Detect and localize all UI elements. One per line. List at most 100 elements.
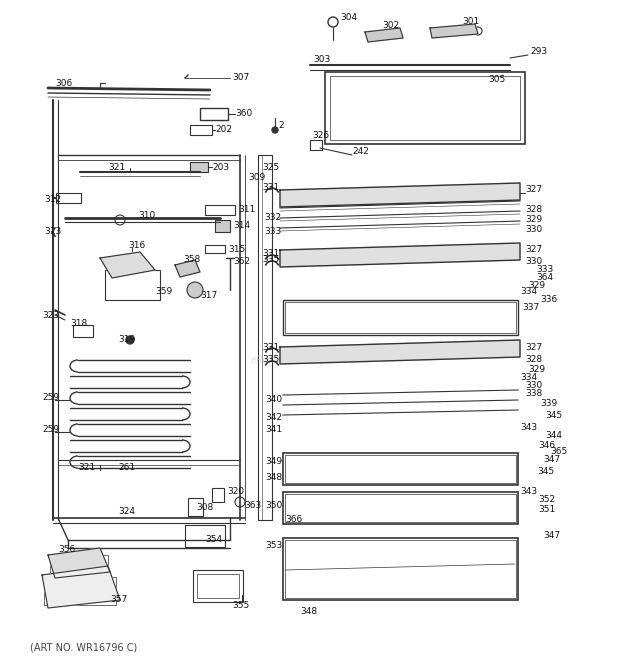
Text: 340: 340 — [265, 395, 282, 405]
Text: 329: 329 — [528, 366, 545, 375]
Text: 344: 344 — [545, 430, 562, 440]
Text: 331: 331 — [262, 249, 279, 258]
Text: 330: 330 — [525, 225, 542, 235]
Text: 343: 343 — [520, 488, 537, 496]
Text: 321: 321 — [108, 163, 125, 173]
Text: 358: 358 — [183, 256, 200, 264]
Text: 317: 317 — [200, 290, 217, 299]
Text: 332: 332 — [264, 214, 281, 223]
Text: 330: 330 — [525, 258, 542, 266]
Text: 314: 314 — [233, 221, 250, 231]
Bar — [215, 220, 230, 232]
Text: 348: 348 — [300, 607, 317, 617]
Text: 203: 203 — [212, 163, 229, 171]
Text: 348: 348 — [265, 473, 282, 483]
Text: 307: 307 — [232, 73, 249, 83]
Text: 318: 318 — [70, 319, 87, 327]
Text: 259: 259 — [42, 426, 59, 434]
Text: 331: 331 — [262, 342, 279, 352]
Text: 321: 321 — [78, 463, 95, 471]
Text: 351: 351 — [538, 506, 556, 514]
Bar — [285, 494, 516, 522]
Bar — [190, 125, 212, 135]
Polygon shape — [280, 183, 520, 207]
Polygon shape — [42, 566, 120, 608]
Circle shape — [187, 282, 203, 298]
Polygon shape — [430, 24, 478, 38]
Bar — [205, 205, 235, 215]
Polygon shape — [48, 548, 110, 578]
Text: 326: 326 — [312, 132, 329, 141]
Bar — [44, 577, 116, 605]
Text: 360: 360 — [235, 110, 252, 118]
Bar — [285, 540, 516, 598]
Bar — [193, 570, 243, 602]
Text: 310: 310 — [138, 212, 155, 221]
Text: 315: 315 — [228, 245, 246, 254]
Text: 308: 308 — [196, 502, 213, 512]
Text: 334: 334 — [520, 288, 537, 297]
Text: 328: 328 — [525, 356, 542, 364]
Bar — [200, 108, 228, 120]
Text: 352: 352 — [538, 496, 555, 504]
Bar — [185, 525, 225, 547]
Text: 301: 301 — [462, 17, 479, 26]
Text: 359: 359 — [155, 288, 172, 297]
Text: 319: 319 — [118, 336, 135, 344]
Circle shape — [126, 336, 134, 344]
Text: 327: 327 — [525, 245, 542, 254]
Text: 333: 333 — [536, 266, 553, 274]
Text: 329: 329 — [525, 215, 542, 225]
Text: 311: 311 — [238, 206, 255, 215]
Bar — [285, 302, 516, 333]
Text: 356: 356 — [58, 545, 75, 555]
Text: 349: 349 — [265, 457, 282, 467]
Text: 329: 329 — [528, 280, 545, 290]
Text: 325: 325 — [262, 163, 279, 173]
Text: 334: 334 — [520, 373, 537, 383]
Polygon shape — [175, 260, 200, 277]
Text: 330: 330 — [525, 381, 542, 389]
Bar — [285, 455, 516, 483]
Text: 320: 320 — [227, 488, 244, 496]
Text: 335: 335 — [262, 256, 279, 264]
Bar — [73, 325, 93, 337]
Text: 342: 342 — [265, 414, 282, 422]
Text: 242: 242 — [352, 147, 369, 157]
Text: 355: 355 — [232, 600, 249, 609]
Text: 336: 336 — [540, 295, 557, 305]
Text: 327: 327 — [525, 344, 542, 352]
Text: 338: 338 — [525, 389, 542, 397]
Text: 347: 347 — [543, 455, 560, 465]
Text: 324: 324 — [118, 508, 135, 516]
Circle shape — [272, 127, 278, 133]
Text: 328: 328 — [525, 206, 542, 215]
Text: 259: 259 — [42, 393, 59, 403]
Text: 331: 331 — [262, 182, 279, 192]
Text: 345: 345 — [545, 410, 562, 420]
Bar — [283, 538, 518, 600]
Text: 350: 350 — [265, 500, 282, 510]
Text: 353: 353 — [265, 541, 282, 549]
Bar — [283, 492, 518, 524]
Bar — [258, 155, 272, 520]
Bar — [283, 453, 518, 485]
Text: 305: 305 — [488, 75, 505, 85]
Text: 323: 323 — [42, 311, 59, 319]
Text: 366: 366 — [285, 516, 303, 524]
Text: 333: 333 — [264, 227, 281, 237]
Text: 306: 306 — [55, 79, 73, 87]
Text: 312: 312 — [44, 196, 61, 204]
Polygon shape — [100, 252, 155, 278]
Text: 357: 357 — [110, 596, 127, 605]
Bar — [310, 140, 322, 150]
Polygon shape — [280, 340, 520, 364]
Text: 341: 341 — [265, 426, 282, 434]
Text: 339: 339 — [540, 399, 557, 407]
Bar — [56, 193, 81, 203]
Text: 365: 365 — [550, 447, 567, 457]
Text: 343: 343 — [520, 424, 537, 432]
Bar — [105, 270, 160, 300]
Polygon shape — [280, 243, 520, 267]
Text: 354: 354 — [205, 535, 222, 545]
